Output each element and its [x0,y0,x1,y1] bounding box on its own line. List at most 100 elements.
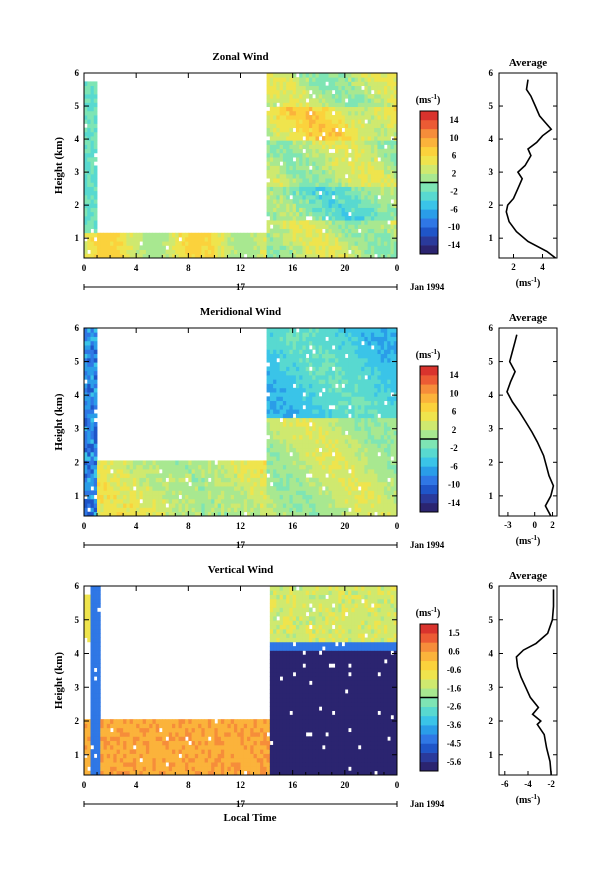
heatmap-cell [367,473,372,478]
heatmap-cell [142,473,147,478]
heatmap-cell [393,332,398,337]
heatmap-cell [172,249,176,255]
heatmap-cell [380,241,385,246]
heatmap-cell [286,413,290,419]
heatmap-cell [286,245,290,250]
heatmap-cell [348,345,352,350]
heatmap-cell [302,370,307,376]
heatmap-cell [390,451,395,457]
heatmap-cell [84,464,88,470]
heatmap-cell [318,473,323,478]
heatmap-cell [266,123,271,129]
heatmap-cell [269,469,274,474]
heatmap-cell [331,349,336,355]
heatmap-cell [357,392,362,397]
heatmap-cell [357,328,362,333]
heatmap-cell [158,464,163,470]
heatmap-cell [289,387,294,393]
heatmap-cell [266,456,271,461]
heatmap-cell [387,353,391,359]
heatmap-cell [136,511,140,517]
heatmap-cell [331,224,336,229]
heatmap-cell [390,245,395,250]
heatmap-cell [312,417,316,423]
heatmap-cell [367,119,372,124]
heatmap-cell [318,165,323,171]
heatmap-cell [328,456,333,461]
heatmap-cell [370,136,375,141]
heatmap-cell [142,498,147,504]
heatmap-cell [308,249,313,255]
heatmap-cell [393,89,398,95]
heatmap-cell [279,102,284,108]
heatmap-cell [204,507,209,513]
heatmap-cell [250,253,254,259]
heatmap-cell [276,194,281,200]
heatmap-cell [119,490,124,496]
heatmap-cell [341,353,346,359]
heatmap-cell [341,404,346,410]
heatmap-cell [204,473,209,478]
heatmap-cell [93,127,98,133]
heatmap-cell [276,469,281,474]
heatmap-cell [325,494,329,500]
x-tick-label: 0 [82,263,87,273]
heatmap-cell [354,157,359,162]
heatmap-cell [331,434,336,440]
heatmap-cell [387,469,391,474]
heatmap-cell [266,426,271,431]
heatmap-cell [364,464,369,470]
heatmap-cell [302,481,307,487]
heatmap-cell [295,157,300,162]
heatmap-cell [322,190,326,196]
heatmap-cell [308,194,313,200]
heatmap-cell [266,477,271,483]
heatmap-cell [289,119,294,124]
heatmap-cell [377,190,382,196]
heatmap-cell [357,332,362,337]
heatmap-cell [335,169,339,175]
heatmap-cell [142,245,147,250]
heatmap-cell [149,503,153,508]
heatmap-cell [84,370,88,376]
heatmap-cell [286,336,290,342]
heatmap-cell [312,511,316,517]
heatmap-cell [325,136,329,141]
heatmap-cell [136,481,140,487]
heatmap-cell [328,131,333,137]
heatmap-cell [370,481,375,487]
heatmap-cell [269,89,274,95]
heatmap-cell [328,426,333,431]
heatmap-cell [361,228,365,234]
heatmap-cell [328,220,333,225]
heatmap-cell [387,456,391,461]
heatmap-cell [370,178,375,183]
heatmap-cell [383,464,388,470]
heatmap-cell [364,199,369,204]
heatmap-cell [289,224,294,229]
heatmap-cell [331,190,336,196]
heatmap-cell [305,228,310,234]
heatmap-cell [308,115,313,120]
heatmap-cell [295,473,300,478]
heatmap-cell [351,498,356,504]
heatmap-cell [374,140,378,145]
heatmap-cell [145,464,150,470]
heatmap-cell [370,409,375,414]
heatmap-cell [325,486,329,491]
heatmap-cell [393,443,398,449]
heatmap-cell [299,383,303,389]
heatmap-cell [357,94,362,99]
heatmap-cell [325,383,329,389]
heatmap-cell [318,157,323,162]
x-tick-label: 20 [340,521,350,531]
heatmap-cell [103,464,108,470]
heatmap-cell [357,215,362,221]
heatmap-cell [220,486,225,491]
heatmap-cell [273,144,277,150]
heatmap-cell [308,456,313,461]
heatmap-cell [302,190,307,196]
heatmap-cell [354,169,359,175]
heatmap-cell [380,413,385,419]
heatmap-cell [185,460,189,466]
